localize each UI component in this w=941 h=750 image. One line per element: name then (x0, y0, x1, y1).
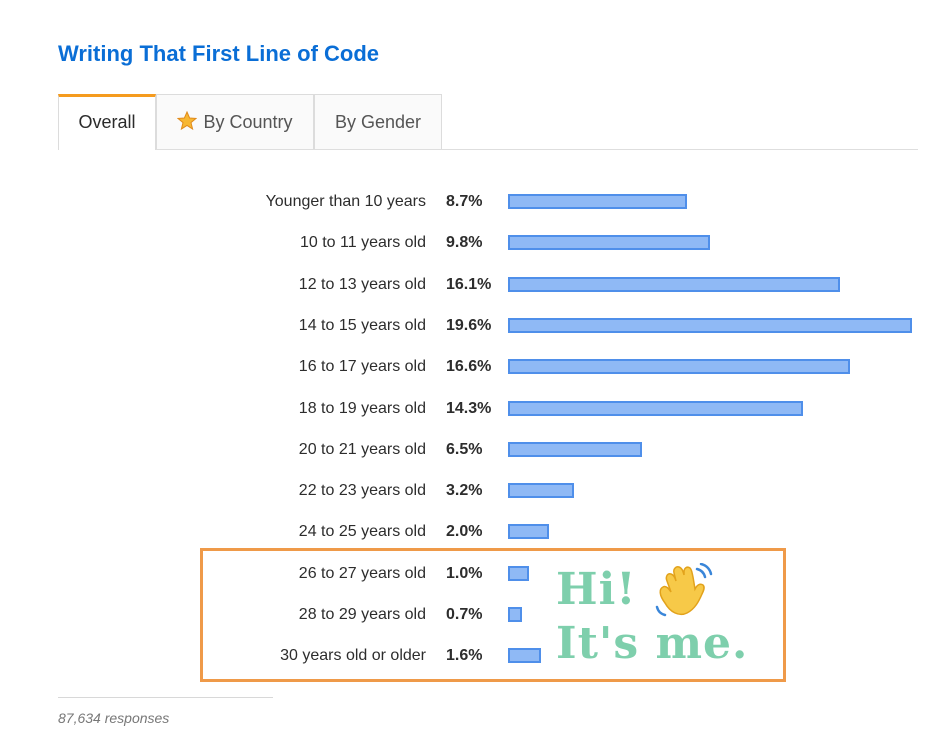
value-label: 3.2% (446, 482, 483, 500)
value-label: 8.7% (446, 193, 483, 210)
value-label: 16.6% (446, 358, 492, 376)
category-label: 10 to 11 years old (299, 234, 426, 252)
value-label: 19.6% (446, 316, 492, 334)
category-label: 16 to 17 years old (298, 358, 426, 376)
category-label: 12 to 13 years old (298, 275, 426, 293)
value-label: 9.8% (446, 234, 483, 252)
chart-title: Writing That First Line of Code (58, 41, 380, 66)
bar (508, 317, 912, 333)
tab-by-gender[interactable]: By Gender (314, 94, 442, 149)
category-label: Younger than 10 years (265, 193, 426, 210)
bar (508, 648, 541, 664)
value-label: 1.6% (446, 647, 483, 665)
tab-overall[interactable]: Overall (58, 94, 156, 150)
category-label: 14 to 15 years old (298, 316, 426, 334)
waving-hand-icon (651, 562, 715, 624)
bar (508, 194, 687, 209)
tab-overall-label: Overall (78, 112, 136, 132)
bar (508, 400, 803, 416)
category-label: 26 to 27 years old (298, 564, 426, 582)
bar (508, 276, 840, 292)
category-label: 18 to 19 years old (298, 399, 426, 417)
bar (508, 235, 710, 251)
bar-chart: Younger than 10 years 8.7% 10 to 11 years … (265, 193, 912, 665)
value-label: 0.7% (446, 606, 483, 623)
bar (508, 441, 642, 457)
response-count: 87,634 responses (58, 710, 170, 726)
value-label: 1.0% (446, 564, 483, 582)
value-label: 2.0% (446, 523, 483, 541)
category-label: 28 to 29 years old (298, 606, 426, 623)
category-label: 20 to 21 years old (298, 440, 426, 458)
value-label: 6.5% (446, 440, 483, 458)
bar (508, 565, 529, 581)
category-label: 22 to 23 years old (298, 482, 426, 500)
value-label: 16.1% (446, 275, 492, 293)
tab-by-country[interactable]: By Country (156, 94, 314, 149)
greeting-sticker: Hi! It's me. (556, 563, 748, 671)
bar (508, 483, 574, 499)
bar (508, 524, 549, 540)
highlight-box (200, 548, 786, 682)
tab-by-gender-label: By Gender (334, 112, 422, 132)
star-icon (177, 98, 198, 152)
tab-by-country-label: By Country (203, 112, 293, 132)
footer-divider (58, 697, 273, 698)
category-label: 30 years old or older (280, 647, 426, 665)
bar (508, 359, 850, 375)
value-label: 14.3% (446, 399, 492, 417)
tab-bar: Overall By Country By Gender (58, 94, 918, 150)
greeting-line-2: It's me. (556, 618, 749, 669)
bar (508, 607, 522, 622)
greeting-line-1: Hi! (556, 564, 637, 615)
category-label: 24 to 25 years old (298, 523, 426, 541)
